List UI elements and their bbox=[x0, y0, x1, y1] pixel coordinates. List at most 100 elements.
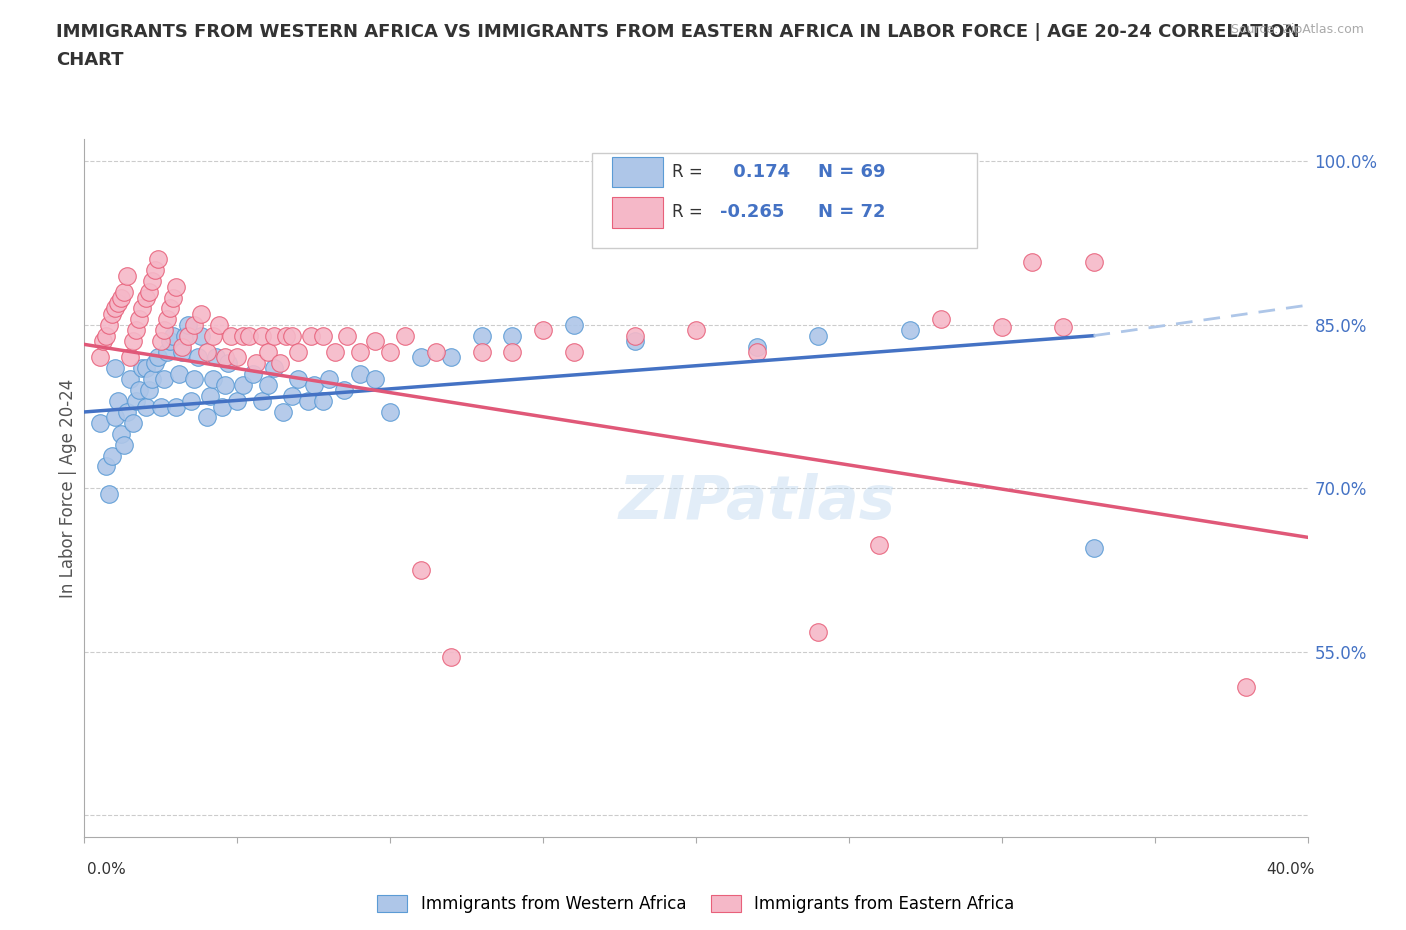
Point bbox=[165, 399, 187, 414]
Point bbox=[162, 290, 184, 305]
Point bbox=[807, 625, 830, 640]
Point bbox=[349, 366, 371, 381]
Point bbox=[1052, 320, 1074, 335]
Point bbox=[250, 328, 273, 343]
Point bbox=[219, 328, 242, 343]
Point bbox=[287, 372, 309, 387]
Point bbox=[149, 334, 172, 349]
Point bbox=[257, 378, 280, 392]
Point bbox=[323, 345, 346, 360]
Y-axis label: In Labor Force | Age 20-24: In Labor Force | Age 20-24 bbox=[59, 379, 77, 598]
Point bbox=[747, 339, 769, 354]
Point bbox=[94, 328, 117, 343]
Point bbox=[180, 393, 202, 408]
Point bbox=[97, 486, 120, 501]
Text: R =: R = bbox=[672, 163, 702, 181]
Point bbox=[135, 399, 157, 414]
Point bbox=[120, 350, 142, 365]
Text: 0.174: 0.174 bbox=[727, 163, 790, 181]
Point bbox=[263, 328, 285, 343]
Point bbox=[183, 372, 205, 387]
Point bbox=[125, 323, 148, 338]
Point bbox=[198, 388, 221, 403]
Point bbox=[122, 334, 145, 349]
Point bbox=[104, 301, 127, 316]
Point bbox=[226, 393, 249, 408]
Point bbox=[190, 306, 212, 321]
Point bbox=[112, 285, 135, 299]
Point bbox=[135, 290, 157, 305]
Point bbox=[562, 345, 585, 360]
Text: R =: R = bbox=[672, 203, 702, 221]
Point bbox=[380, 405, 402, 419]
Point bbox=[276, 328, 298, 343]
Point bbox=[110, 426, 132, 441]
Point bbox=[425, 345, 447, 360]
Point bbox=[131, 301, 153, 316]
Point bbox=[156, 312, 179, 326]
Text: N = 69: N = 69 bbox=[818, 163, 886, 181]
Point bbox=[162, 328, 184, 343]
Point bbox=[201, 328, 224, 343]
Point bbox=[172, 345, 194, 360]
Point bbox=[624, 328, 647, 343]
Point bbox=[104, 410, 127, 425]
Point bbox=[149, 399, 172, 414]
Point bbox=[242, 366, 264, 381]
Point bbox=[177, 317, 200, 332]
Point bbox=[183, 317, 205, 332]
Point bbox=[146, 252, 169, 267]
Point bbox=[159, 334, 181, 349]
Point bbox=[217, 355, 239, 370]
Point bbox=[205, 350, 228, 365]
Text: N = 72: N = 72 bbox=[818, 203, 886, 221]
Point bbox=[101, 448, 124, 463]
Point bbox=[101, 306, 124, 321]
Point bbox=[107, 296, 129, 311]
Point bbox=[115, 405, 138, 419]
Point bbox=[409, 350, 432, 365]
Point bbox=[364, 334, 387, 349]
Text: ZIPatlas: ZIPatlas bbox=[619, 472, 896, 532]
Point bbox=[336, 328, 359, 343]
Point bbox=[364, 372, 387, 387]
Text: -0.265: -0.265 bbox=[720, 203, 785, 221]
Point bbox=[112, 437, 135, 452]
Point bbox=[624, 334, 647, 349]
Text: CHART: CHART bbox=[56, 51, 124, 69]
Point bbox=[89, 416, 111, 431]
Point bbox=[245, 355, 267, 370]
Point bbox=[312, 328, 335, 343]
Text: 0.0%: 0.0% bbox=[87, 862, 127, 877]
Point bbox=[195, 410, 218, 425]
Point bbox=[186, 350, 208, 365]
Point bbox=[302, 378, 325, 392]
Point bbox=[177, 328, 200, 343]
Point bbox=[122, 416, 145, 431]
Point bbox=[232, 328, 254, 343]
Point bbox=[131, 361, 153, 376]
Point bbox=[143, 355, 166, 370]
Point bbox=[195, 345, 218, 360]
Point bbox=[97, 317, 120, 332]
Point bbox=[110, 290, 132, 305]
Point bbox=[174, 328, 197, 343]
Point bbox=[138, 383, 160, 398]
Point bbox=[143, 263, 166, 278]
Point bbox=[869, 538, 891, 552]
Text: Source: ZipAtlas.com: Source: ZipAtlas.com bbox=[1230, 23, 1364, 36]
Point bbox=[153, 323, 176, 338]
Legend: Immigrants from Western Africa, Immigrants from Eastern Africa: Immigrants from Western Africa, Immigran… bbox=[371, 888, 1021, 920]
Point bbox=[153, 372, 176, 387]
Point bbox=[128, 312, 150, 326]
Point bbox=[141, 273, 163, 288]
Point bbox=[807, 328, 830, 343]
Point bbox=[281, 328, 304, 343]
Point bbox=[250, 393, 273, 408]
Point bbox=[146, 350, 169, 365]
Point bbox=[531, 323, 554, 338]
Point bbox=[115, 268, 138, 283]
Point bbox=[1021, 254, 1043, 269]
Point bbox=[201, 372, 224, 387]
Point bbox=[211, 399, 233, 414]
